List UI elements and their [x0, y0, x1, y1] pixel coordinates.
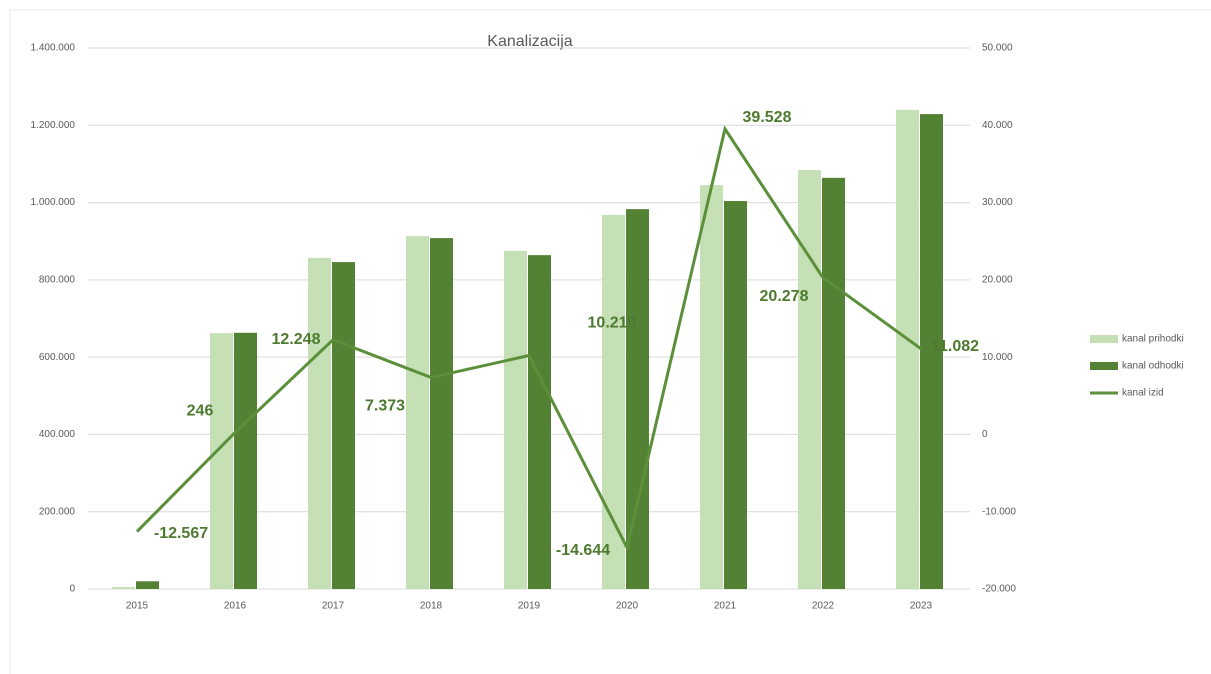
- legend-label: kanal izid: [1122, 388, 1164, 399]
- legend-swatch: [1090, 335, 1118, 343]
- y-tick-label: 400.000: [39, 429, 76, 440]
- y-tick-label: 1.400.000: [31, 43, 76, 54]
- bar: [724, 201, 747, 590]
- chart-title: Kanalizacija: [487, 33, 572, 50]
- x-tick-label: 2021: [714, 601, 737, 612]
- x-tick-label: 2017: [322, 601, 345, 612]
- bar: [332, 262, 355, 589]
- x-tick-label: 2020: [616, 601, 639, 612]
- data-label: 10.210: [588, 315, 637, 332]
- bar: [798, 170, 821, 589]
- data-label: 246: [187, 403, 214, 420]
- legend-swatch: [1090, 362, 1118, 370]
- y2-tick-label: -10.000: [982, 506, 1016, 517]
- bar: [136, 581, 159, 589]
- bar: [112, 587, 135, 589]
- line: [135, 125, 922, 552]
- bar: [700, 185, 723, 590]
- bar: [920, 114, 943, 589]
- data-label: 11.082: [931, 338, 979, 355]
- bar: [822, 177, 845, 589]
- legend-label: kanal prihodki: [1122, 334, 1184, 345]
- y2-tick-label: 50.000: [982, 43, 1013, 54]
- bar: [504, 250, 527, 589]
- data-label: 39.528: [743, 109, 792, 126]
- y2-tick-label: 20.000: [982, 274, 1013, 285]
- data-label: 20.278: [760, 288, 809, 305]
- y-tick-label: 600.000: [39, 352, 76, 363]
- x-tick-label: 2015: [126, 601, 149, 612]
- y-tick-label: 200.000: [39, 506, 76, 517]
- legend-label: kanal odhodki: [1122, 361, 1184, 372]
- x-tick-label: 2022: [812, 601, 835, 612]
- data-label: -14.644: [556, 542, 610, 559]
- y2-tick-label: 0: [982, 429, 988, 440]
- bar: [896, 109, 919, 589]
- bar: [430, 238, 453, 589]
- y-tick-label: 1.000.000: [31, 197, 76, 208]
- y2-tick-label: 40.000: [982, 120, 1013, 131]
- data-label: 12.248: [272, 331, 321, 348]
- data-label: 7.373: [365, 398, 405, 415]
- bar: [210, 333, 233, 589]
- bar: [308, 257, 331, 589]
- x-tick-label: 2016: [224, 601, 247, 612]
- y2-tick-label: -20.000: [982, 584, 1016, 595]
- y-tick-label: 1.200.000: [31, 120, 76, 131]
- y-tick-label: 0: [69, 584, 75, 595]
- data-label: -12.567: [154, 525, 208, 542]
- x-tick-label: 2023: [910, 601, 933, 612]
- y2-tick-label: 10.000: [982, 352, 1013, 363]
- y2-tick-label: 30.000: [982, 197, 1013, 208]
- bar: [626, 209, 649, 589]
- x-tick-label: 2018: [420, 601, 443, 612]
- bar: [602, 214, 625, 590]
- bar: [234, 332, 257, 589]
- x-tick-label: 2019: [518, 601, 541, 612]
- bar: [528, 255, 551, 589]
- bar: [406, 236, 429, 589]
- y-tick-label: 800.000: [39, 274, 76, 285]
